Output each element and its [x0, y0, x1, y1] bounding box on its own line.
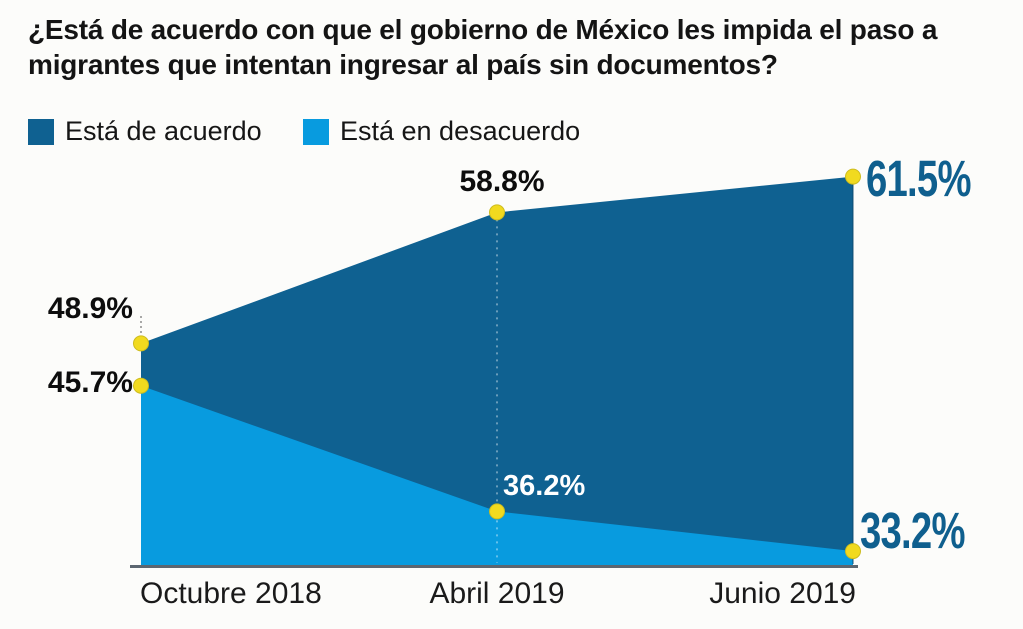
data-point-marker-disagree-0: [133, 377, 149, 394]
data-point-marker-agree-2: [845, 168, 861, 185]
x-axis-label-oct2018: Octubre 2018: [140, 577, 322, 610]
x-axis-label-jun2019: Junio 2019: [709, 577, 856, 610]
data-label-disagree-jun2019: 33.2%: [860, 502, 965, 559]
data-point-marker-agree-0: [133, 335, 149, 352]
data-point-marker-disagree-1: [489, 503, 505, 520]
legend-item-disagree: Está en desacuerdo: [303, 116, 580, 147]
data-label-agree-oct2018: 48.9%: [47, 292, 133, 325]
legend-swatch-disagree: [303, 118, 329, 145]
chart-title: ¿Está de acuerdo con que el gobierno de …: [28, 14, 938, 80]
data-label-agree-jun2019: 61.5%: [866, 150, 971, 207]
data-label-disagree-oct2018: 45.7%: [47, 366, 133, 399]
data-point-marker-disagree-2: [845, 543, 861, 560]
data-point-marker-agree-1: [489, 204, 505, 221]
data-label-disagree-abr2019: 36.2%: [503, 470, 586, 502]
data-label-agree-abr2019: 58.8%: [459, 165, 545, 198]
legend-item-agree: Está de acuerdo: [28, 116, 262, 147]
area-disagree: [141, 385, 853, 565]
legend-label-agree: Está de acuerdo: [65, 116, 262, 146]
legend-swatch-agree: [28, 118, 54, 145]
x-axis-label-abr2019: Abril 2019: [429, 577, 565, 610]
legend-label-disagree: Está en desacuerdo: [340, 116, 581, 146]
